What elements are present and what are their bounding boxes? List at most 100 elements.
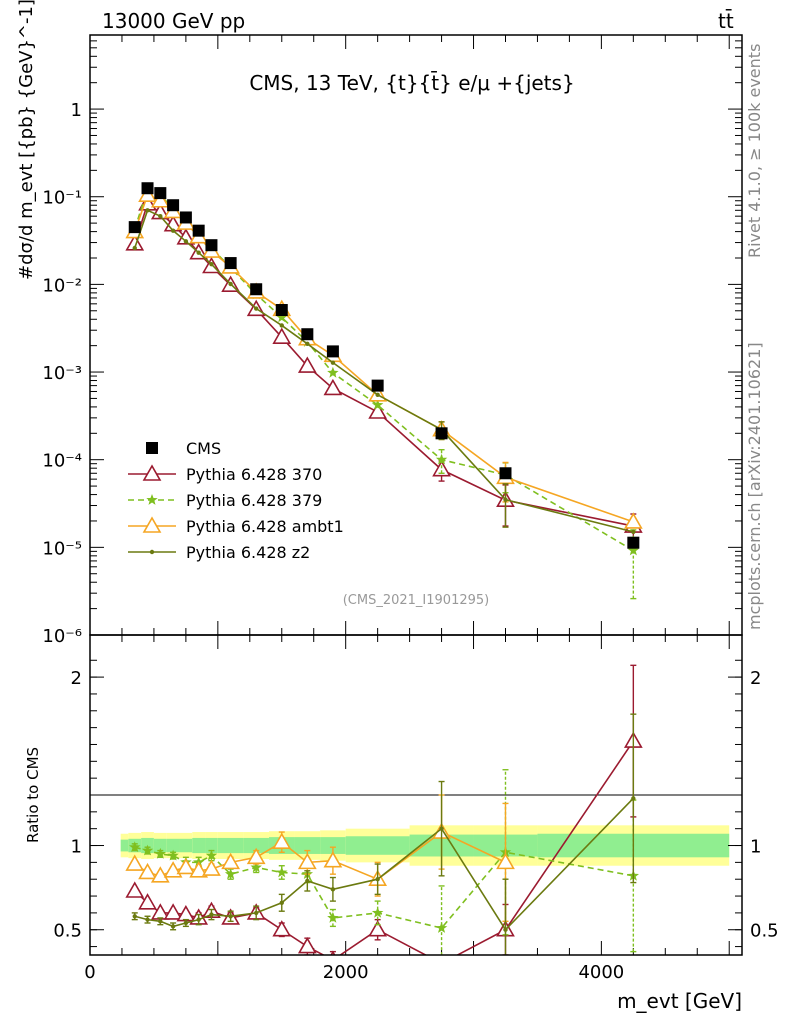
ambt1-ratio-point (189, 861, 209, 878)
band-inner (179, 838, 193, 853)
z2-ratio-point (503, 927, 508, 932)
z2-ratio-point (631, 796, 636, 801)
legend-label-ambt1: Pythia 6.428 ambt1 (186, 517, 344, 536)
cms-point (141, 182, 154, 195)
p370-point (368, 402, 388, 419)
p379-ratio-point (154, 847, 166, 859)
z2-ratio-point (196, 917, 201, 922)
main-series-layer (125, 182, 643, 600)
ratio-series-z2 (131, 713, 637, 955)
z2-point (375, 392, 380, 397)
cms-point (192, 224, 205, 237)
x-tick-label: 0 (84, 962, 95, 983)
main-y-tick-label: 10⁻⁵ (42, 538, 82, 559)
analysis-watermark: (CMS_2021_I1901295) (343, 593, 490, 608)
main-series-body (125, 182, 643, 600)
z2-ratio-line (134, 797, 634, 932)
cms-point (435, 427, 448, 440)
ambt1-ratio-point (246, 847, 266, 865)
z2-ratio-point (228, 914, 233, 919)
cms-point (154, 187, 167, 200)
legend-label-z2: Pythia 6.428 z2 (186, 543, 310, 562)
ambt1-point (623, 512, 643, 529)
main-y-axis-label: #dσ/d m_evt [{pb} {GeV}^-1] (16, 0, 37, 280)
cms-point (627, 536, 640, 549)
p370-point (432, 460, 451, 477)
main-y-tick-label: 10⁻⁴ (42, 451, 82, 472)
ratio-series-p370 (125, 664, 643, 955)
z2-ratio-point (330, 887, 336, 892)
ratio-y-tick-label-right: 1 (750, 837, 761, 858)
ambt1-ratio-point (176, 857, 196, 875)
z2-ratio-point (145, 917, 150, 922)
series-cms (128, 182, 640, 549)
band-inner (120, 839, 129, 852)
ambt1-ratio-point (297, 852, 317, 870)
legend-marker-p370 (142, 464, 162, 481)
legend-label-p370: Pythia 6.428 370 (186, 465, 322, 484)
legend-label-cms: CMS (186, 439, 221, 458)
z2-point (196, 250, 201, 255)
p370-ratio-point (163, 903, 183, 920)
z2-point (305, 341, 310, 346)
main-y-tick-label: 10⁻³ (42, 363, 82, 384)
p379-point (327, 366, 339, 378)
x-tick-label: 2000 (323, 962, 369, 983)
ambt1-ratio-point (272, 832, 292, 849)
z2-point (145, 208, 150, 213)
x-axis-label: m_evt [GeV] (617, 989, 742, 1013)
p379-ratio-point (250, 861, 262, 873)
p379-ratio-point (327, 911, 339, 923)
ratio-series-layer (125, 664, 643, 955)
ratio-y-tick-label-left: 2 (71, 668, 82, 689)
p370-ratio-point (138, 893, 157, 910)
ambt1-ratio-point (138, 862, 157, 880)
p379-line (133, 188, 634, 552)
ambt1-point (150, 191, 170, 208)
z2-point (228, 281, 233, 287)
p370-ratio-point (440, 953, 443, 955)
p379-ratio-point (435, 922, 448, 933)
z2-ratio-point (253, 910, 259, 916)
ambt1-ratio-point (221, 852, 241, 870)
ratio-y-tick-label-left: 1 (71, 837, 82, 858)
p370-point (297, 356, 317, 373)
cms-point (250, 283, 263, 296)
p370-point (272, 327, 292, 344)
ambt1-ratio-point (125, 854, 145, 871)
p379-ratio-point (224, 868, 237, 879)
band-inner (153, 838, 167, 853)
z2-ratio-point (158, 919, 163, 924)
band-inner (217, 837, 244, 854)
ratio-axes: 0.5 0.5 1 1 2 2 0 2000 4000 (53, 635, 779, 983)
p370-ratio-point (125, 881, 145, 898)
z2-point (631, 529, 636, 535)
z2-point (503, 497, 508, 502)
cms-point (179, 211, 192, 224)
legend-marker-ambt1 (142, 516, 162, 533)
cms-point (128, 221, 141, 234)
z2-ratio-point (279, 900, 284, 905)
z2-point (279, 323, 284, 328)
p370-point (176, 228, 196, 245)
p379-ratio-point (167, 849, 179, 861)
p379-point (276, 311, 288, 323)
p379-ratio-point (371, 906, 384, 918)
z2-ratio-point (375, 877, 380, 882)
p379-point (627, 544, 639, 556)
ratio-y-axis-label: Ratio to CMS (24, 747, 42, 843)
legend-marker-p379 (146, 494, 158, 505)
header-process-label: tt̄ (718, 8, 734, 33)
p370-point (323, 378, 343, 396)
z2-ratio-point (305, 878, 310, 884)
legend-marker-z2 (149, 549, 155, 555)
ratio-panel: 0.5 0.5 1 1 2 2 0 2000 4000 Ratio to CMS m_evt [… (24, 634, 779, 1013)
main-panel: 1 10⁻¹ 10⁻² 10⁻³ 10⁻⁴ 10⁻⁵ 10⁻⁶ CMS, 13 TeV, {… (16, 0, 743, 647)
p379-point (435, 453, 448, 465)
rivet-version-label: Rivet 4.1.0, ≥ 100k events (745, 44, 764, 258)
x-tick-label: 4000 (578, 962, 624, 983)
band-inner (294, 837, 321, 854)
band-inner (320, 837, 346, 854)
band-inner (192, 837, 206, 854)
